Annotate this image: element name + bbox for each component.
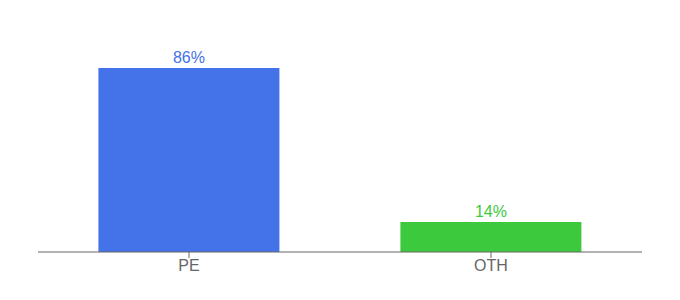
svg-text:PE: PE [178,257,199,274]
svg-text:14%: 14% [475,203,507,220]
svg-text:86%: 86% [173,49,205,66]
svg-text:OTH: OTH [474,257,508,274]
